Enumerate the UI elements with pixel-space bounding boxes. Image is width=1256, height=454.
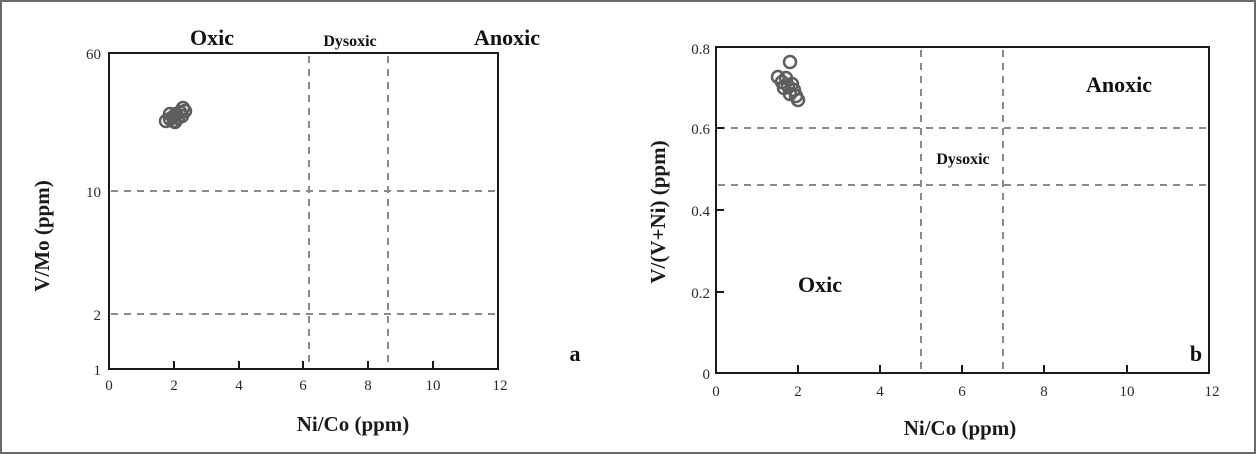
xtick-label: 6 xyxy=(958,384,966,400)
chart-b-region-anoxic: Anoxic xyxy=(1086,72,1152,97)
chart-b-region-dysoxic: Dysoxic xyxy=(936,151,989,168)
xtick-label: 2 xyxy=(170,378,178,394)
ytick-label: 0.2 xyxy=(691,286,710,302)
xtick-label: 8 xyxy=(1040,384,1048,400)
chart-b-xtick-labels: 0 2 4 6 8 10 12 xyxy=(712,384,1219,400)
xtick-label: 6 xyxy=(299,378,307,394)
chart-b-region-oxic: Oxic xyxy=(798,272,842,297)
xtick-label: 4 xyxy=(235,378,243,394)
chart-a-points xyxy=(158,100,193,130)
xtick-label: 0 xyxy=(105,378,113,394)
ytick-label: 0.4 xyxy=(691,204,710,220)
chart-b-ylabel: V/(V+Ni) (ppm) xyxy=(646,140,670,283)
ytick-label: 10 xyxy=(86,185,101,201)
xtick-label: 8 xyxy=(364,378,372,394)
chart-a-frame xyxy=(108,52,499,370)
chart-a-xtick-labels: 0 2 4 6 8 10 12 xyxy=(105,378,507,394)
xtick-label: 2 xyxy=(794,384,802,400)
chart-a-xticks xyxy=(173,361,434,369)
chart-b-yticks xyxy=(716,127,724,293)
ytick-label: 0.8 xyxy=(691,42,710,58)
ytick-label: 1 xyxy=(94,363,102,379)
xtick-label: 12 xyxy=(1205,384,1220,400)
chart-b-xticks xyxy=(797,365,1128,373)
chart-b-thresholds xyxy=(718,50,1208,372)
xtick-label: 0 xyxy=(712,384,720,400)
xtick-label: 10 xyxy=(1120,384,1135,400)
xtick-label: 10 xyxy=(426,378,441,394)
xtick-label: 4 xyxy=(876,384,884,400)
ytick-label: 60 xyxy=(86,47,101,63)
chart-a-thresholds xyxy=(111,56,497,368)
ytick-label: 0 xyxy=(703,367,711,383)
chart-a-ylabel: V/Mo (ppm) xyxy=(30,180,54,291)
chart-a-panel-label: a xyxy=(570,341,581,366)
chart-b-points xyxy=(770,54,806,108)
chart-b: 0 2 4 6 8 10 12 0.8 0.6 0.4 0.2 0 Ni/Co … xyxy=(646,42,1220,440)
chart-a-region-anoxic: Anoxic xyxy=(474,25,540,50)
ytick-label: 2 xyxy=(94,308,102,324)
chart-a-region-oxic: Oxic xyxy=(190,25,234,50)
xtick-label: 12 xyxy=(493,378,508,394)
ytick-label: 0.6 xyxy=(691,122,710,138)
chart-b-xlabel: Ni/Co (ppm) xyxy=(904,416,1017,440)
chart-a: 0 2 4 6 8 10 12 60 10 2 1 Ni/Co (ppm) V/… xyxy=(30,25,581,436)
chart-a-ytick-labels: 60 10 2 1 xyxy=(86,47,101,379)
chart-b-ytick-labels: 0.8 0.6 0.4 0.2 0 xyxy=(691,42,710,383)
chart-a-xlabel: Ni/Co (ppm) xyxy=(297,412,410,436)
chart-b-panel-label: b xyxy=(1190,341,1202,366)
chart-a-region-dysoxic: Dysoxic xyxy=(323,33,376,50)
